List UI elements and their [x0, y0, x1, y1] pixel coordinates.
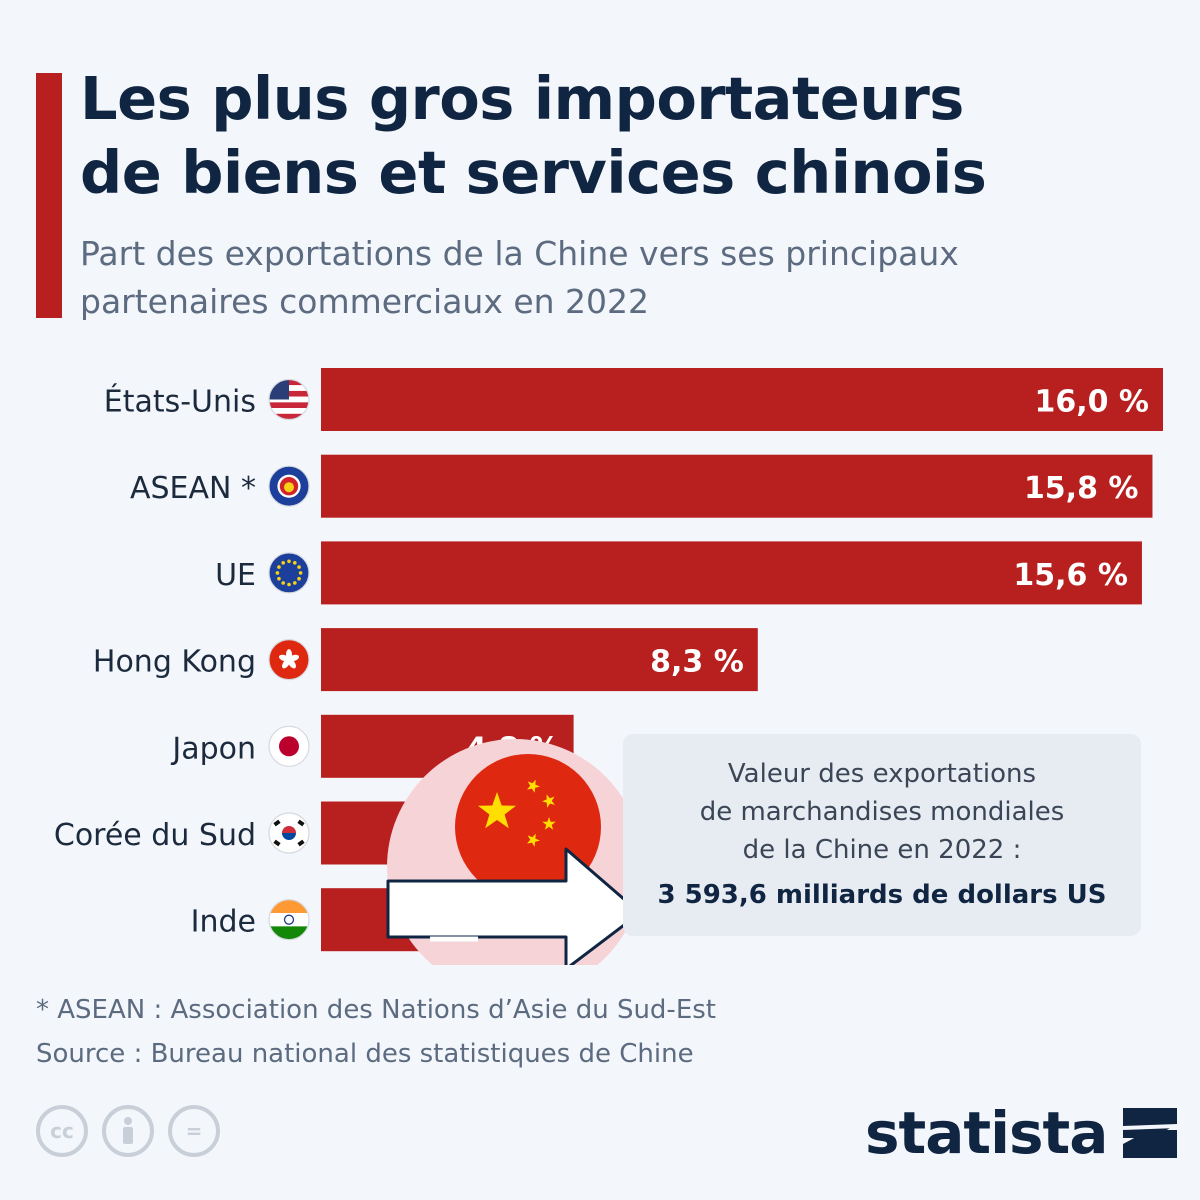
footnote: * ASEAN : Association des Nations d’Asie…	[36, 988, 716, 1076]
info-line-3: de la Chine en 2022 :	[742, 835, 1022, 865]
title-line-2: de biens et services chinois	[80, 138, 987, 207]
license-icons: cc =	[36, 1105, 220, 1157]
category-label: Inde	[191, 905, 256, 940]
value-label: 16,0 %	[1034, 385, 1149, 420]
bar-group-asean: 15,8 % ASEAN *	[130, 454, 1153, 518]
info-box: Valeur des exportations de marchandises …	[623, 734, 1141, 936]
statista-brand[interactable]: statista	[865, 1098, 1181, 1168]
cc-icon-text: cc	[50, 1119, 74, 1143]
info-line-2: de marchandises mondiales	[699, 797, 1065, 827]
japan-flag-icon	[268, 725, 310, 767]
category-label: ASEAN *	[130, 471, 256, 506]
export-arrow-icon	[386, 847, 642, 965]
chart-subtitle: Part des exportations de la Chine vers s…	[80, 230, 1180, 326]
info-line-1: Valeur des exportations	[727, 759, 1037, 789]
bar-group-etats-unis: 16,0 % États-Unis	[104, 368, 1163, 431]
south-korea-flag-icon	[268, 812, 310, 854]
source-note: Source : Bureau national des statistique…	[36, 1039, 694, 1069]
bar-hong-kong[interactable]	[321, 628, 758, 692]
bar-group-hong-kong: 8,3 % Hong Kong	[93, 628, 758, 692]
asean-note: * ASEAN : Association des Nations d’Asie…	[36, 995, 716, 1025]
attribution-icon[interactable]	[102, 1105, 154, 1157]
title-line-1: Les plus gros importateurs	[80, 64, 964, 133]
statista-logo-icon	[1123, 1108, 1178, 1158]
brand-name: statista	[865, 1099, 1108, 1167]
info-value: 3 593,6 milliards de dollars US	[657, 880, 1107, 910]
eu-flag-icon	[268, 552, 310, 594]
value-label: 15,6 %	[1013, 558, 1128, 593]
asean-flag-icon	[268, 465, 310, 507]
chart-title: Les plus gros importateurs de biens et s…	[80, 62, 1180, 210]
value-label: 15,8 %	[1024, 471, 1139, 506]
nd-icon-text: =	[185, 1119, 203, 1143]
value-label: 8,3 %	[650, 645, 744, 680]
accent-bar	[36, 73, 62, 318]
category-label: Japon	[170, 731, 256, 766]
bar-group-ue: 15,6 % UE	[215, 541, 1142, 605]
category-label: UE	[215, 558, 256, 593]
category-label: États-Unis	[104, 384, 256, 420]
subtitle-line-2: partenaires commerciaux en 2022	[80, 282, 650, 321]
china-export-illustration	[386, 739, 643, 965]
subtitle-line-1: Part des exportations de la Chine vers s…	[80, 234, 959, 273]
hong-kong-flag-icon	[268, 639, 310, 681]
bar-chart: 16,0 % États-Unis 15,8 % ASEAN * 15,6 % UE 8,3…	[54, 368, 1163, 965]
category-label: Corée du Sud	[54, 818, 256, 853]
india-flag-icon	[268, 899, 310, 941]
cc-icon[interactable]: cc	[36, 1105, 88, 1157]
bar-asean[interactable]	[321, 454, 1153, 518]
usa-flag-icon	[268, 378, 310, 421]
bar-etats-unis[interactable]	[321, 368, 1163, 431]
no-derivatives-icon[interactable]: =	[168, 1105, 220, 1157]
person-icon	[123, 1117, 133, 1144]
bar-ue[interactable]	[321, 541, 1142, 605]
category-label: Hong Kong	[93, 645, 256, 680]
